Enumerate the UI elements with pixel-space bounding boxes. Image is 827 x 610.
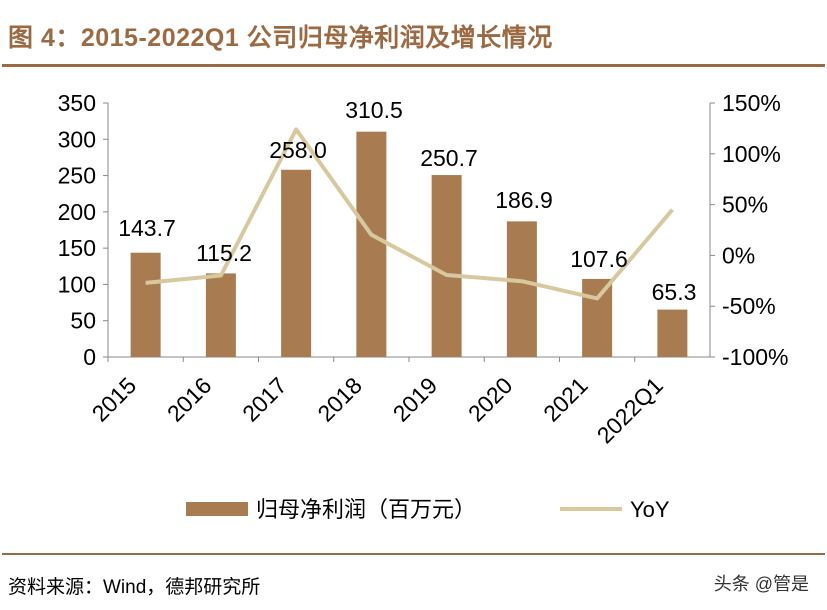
chart-title: 图 4：2015-2022Q1 公司归母净利润及增长情况 — [8, 24, 553, 52]
data-label: 258.0 — [269, 137, 327, 163]
data-label: 250.7 — [420, 145, 478, 171]
watermark: 头条 @管是 — [713, 574, 809, 594]
right-tick-label: -50% — [722, 293, 776, 319]
right-tick-label: 150% — [722, 90, 781, 116]
yoy-line — [145, 127, 674, 301]
legend-bar-swatch — [186, 502, 248, 516]
left-tick-label: 50 — [70, 308, 96, 334]
right-tick-label: 0% — [722, 242, 755, 268]
bar-2021 — [582, 278, 613, 357]
bar-2015 — [130, 252, 161, 357]
x-tick-label: 2022Q1 — [592, 372, 668, 448]
data-label: 143.7 — [118, 215, 176, 241]
left-tick-label: 350 — [58, 90, 96, 116]
left-tick-label: 250 — [58, 163, 96, 189]
data-label: 115.2 — [196, 240, 252, 266]
chart: 0 50 100 150 200 250 300 350 -100% -50% 0% 50% 100% 1… — [58, 90, 789, 522]
left-tick-label: 0 — [83, 344, 96, 370]
right-tick-label: -100% — [722, 344, 788, 370]
bar-2017 — [281, 169, 312, 357]
bar-2016 — [205, 273, 236, 357]
legend-line-label: YoY — [630, 497, 670, 522]
x-tick-label: 2016 — [162, 372, 217, 427]
x-tick-label: 2018 — [312, 372, 367, 427]
bar-2018 — [356, 131, 387, 357]
x-tick-label: 2015 — [87, 372, 142, 427]
right-tick-label: 50% — [722, 192, 768, 218]
x-tick-label: 2020 — [463, 372, 518, 427]
bar-2022Q1 — [657, 309, 688, 357]
x-tick-label: 2017 — [237, 372, 292, 427]
bar-2020 — [506, 221, 537, 357]
data-label: 107.6 — [570, 246, 628, 272]
data-label: 65.3 — [652, 279, 697, 305]
x-tick-label: 2021 — [538, 372, 593, 427]
x-tick-label: 2019 — [388, 372, 443, 427]
right-tick-label: 100% — [722, 141, 781, 167]
title-divider — [2, 64, 825, 67]
left-tick-label: 150 — [58, 235, 96, 261]
source-note: 资料来源：Wind，德邦研究所 — [8, 577, 261, 598]
data-label: 310.5 — [345, 97, 403, 123]
footer-divider — [2, 553, 825, 555]
left-tick-label: 100 — [58, 271, 96, 297]
legend-bar-label: 归母净利润（百万元） — [256, 497, 476, 522]
data-label: 186.9 — [495, 187, 553, 213]
left-tick-label: 200 — [58, 199, 96, 225]
left-tick-label: 300 — [58, 126, 96, 152]
bar-2019 — [431, 175, 462, 357]
